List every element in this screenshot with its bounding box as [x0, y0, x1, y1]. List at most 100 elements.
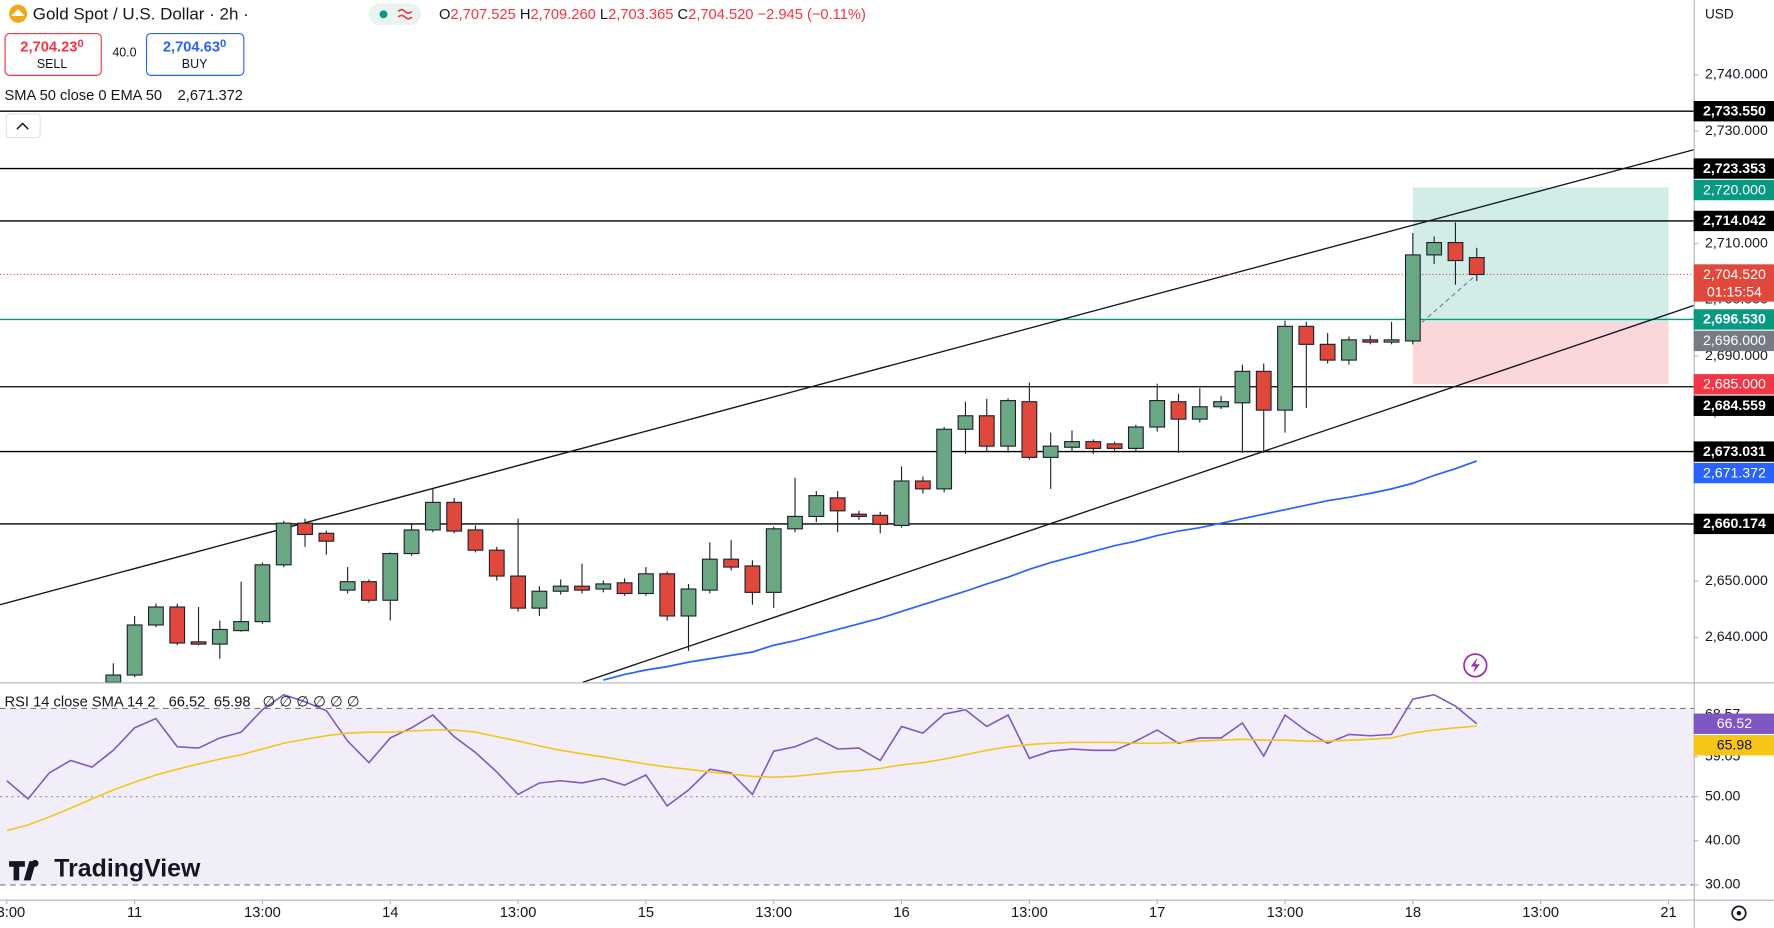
x-tick-label: 15	[638, 905, 654, 921]
level-label: 2,684.559	[1703, 397, 1766, 413]
y-tick-label: 2,710.000	[1705, 234, 1768, 250]
level-label-box	[1693, 513, 1774, 535]
candle-body	[1213, 401, 1230, 408]
level-label-box	[1693, 395, 1774, 416]
event-bolt	[1470, 657, 1480, 674]
ohlc-values: O2,707.525 H2,709.260 L2,703.365 C2,704.…	[439, 7, 866, 23]
price-pane	[0, 110, 1694, 683]
x-tick-label: 13:00	[500, 905, 537, 921]
market-status-pill[interactable]	[368, 3, 421, 26]
settings-icon[interactable]	[1731, 905, 1747, 921]
candle-body	[701, 558, 718, 591]
rsi-legend[interactable]: RSI 14 close SMA 14 2	[5, 695, 156, 711]
candle-body	[318, 532, 335, 542]
sell-price-pip: 0	[77, 38, 83, 50]
candle-body	[637, 573, 654, 595]
candle-body	[190, 641, 207, 645]
rsi-y-tick-label: 40.00	[1705, 831, 1740, 847]
ema-line	[603, 460, 1478, 681]
rsi-value-label: 66.52	[1717, 715, 1752, 731]
level-label: 2,723.353	[1703, 160, 1766, 176]
rsi-sma-value: 65.98	[214, 695, 251, 711]
buy-price-pip: 0	[220, 38, 226, 50]
settings-icon-core	[1736, 910, 1742, 916]
data-delay-icon	[397, 8, 413, 20]
rsi-line	[6, 693, 1478, 808]
candle-body	[1191, 406, 1208, 420]
sell-button[interactable]	[4, 32, 102, 76]
candle-body	[872, 514, 889, 525]
candle-body	[1404, 254, 1421, 342]
sell-label: SELL	[37, 57, 68, 71]
candle-body	[403, 529, 420, 555]
buy-label: BUY	[182, 57, 208, 71]
candle-body	[1277, 325, 1293, 411]
candle-body	[723, 558, 740, 568]
level-label: 2,673.031	[1703, 443, 1766, 459]
rsi-value-label-box	[1693, 735, 1774, 756]
indicator-value: 2,671.372	[178, 88, 243, 104]
candle-body	[936, 428, 953, 490]
level-label-box	[1693, 210, 1774, 232]
ema-price-label: 2,671.372	[1703, 464, 1766, 480]
x-tick-label: 16	[893, 905, 909, 921]
last-price-label-box	[1693, 264, 1774, 302]
level-label: 2,696.530	[1703, 311, 1766, 327]
candle-body	[744, 565, 761, 593]
candle-body	[595, 583, 612, 590]
y-tick-label: 2,640.000	[1705, 628, 1768, 644]
candle-body	[147, 606, 164, 626]
candle-body	[1149, 400, 1166, 428]
ohlc-key: O	[439, 7, 450, 23]
rsi-sma-line	[6, 725, 1477, 832]
x-tick-label: 13:00	[1267, 905, 1304, 921]
candle-body	[1000, 400, 1016, 447]
trendline	[582, 304, 1694, 683]
position-stop-label: 2,685.000	[1703, 376, 1766, 392]
currency[interactable]: USD	[1705, 6, 1734, 21]
candle-body	[616, 582, 633, 595]
position-link	[1421, 274, 1478, 323]
candle-body	[1255, 370, 1272, 411]
price-change: −2.945 (−0.11%)	[758, 7, 866, 23]
candle-body	[1021, 401, 1038, 458]
position-entry-label: 2,696.000	[1703, 332, 1766, 348]
candle-body	[765, 528, 782, 593]
candle-body	[1085, 441, 1102, 449]
collapse-icon	[16, 122, 29, 130]
candle-body	[211, 628, 228, 645]
level-label-box	[1693, 158, 1774, 179]
symbol-title[interactable]: Gold Spot / U.S. Dollar · 2h ·	[33, 4, 249, 23]
candle-body	[808, 495, 825, 518]
candle-body	[126, 624, 143, 676]
candle-body	[275, 522, 292, 566]
candle-body	[1468, 257, 1485, 276]
level-label-box	[1693, 309, 1774, 330]
candle-body	[552, 585, 569, 592]
candle-body	[339, 581, 356, 591]
rsi-pane	[0, 693, 1694, 886]
candle-body	[829, 497, 846, 512]
candle-body	[574, 585, 590, 591]
candle-body	[446, 501, 463, 532]
candle-body	[531, 590, 548, 609]
candle-body	[510, 575, 527, 609]
logo-text[interactable]: TradingView	[54, 855, 201, 883]
buy-button[interactable]	[145, 32, 245, 76]
candle-body	[424, 501, 441, 531]
x-tick-label: 21	[1660, 905, 1676, 921]
x-tick-label: 13:00	[755, 905, 792, 921]
candle-body	[787, 515, 803, 530]
last-price-label-countdown: 01:15:54	[1707, 283, 1762, 299]
indicator-legend[interactable]: SMA 50 close 0 EMA 50	[5, 88, 163, 104]
candle-body	[1106, 443, 1123, 449]
candle-body	[1042, 445, 1059, 458]
candle-body	[169, 606, 186, 644]
collapse-button[interactable]	[5, 113, 41, 139]
candle-body	[1341, 339, 1357, 361]
x-tick-label: 13:00	[0, 905, 25, 921]
candle-body	[1234, 370, 1251, 404]
level-label: 2,660.174	[1703, 515, 1766, 531]
